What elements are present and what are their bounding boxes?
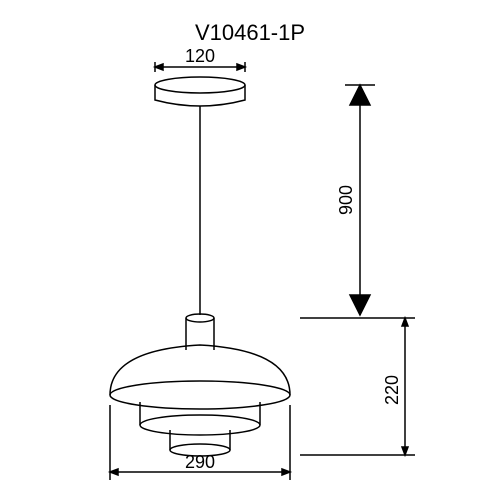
- product-title: V10461-1P: [0, 20, 500, 46]
- dim-cord-length: 900: [336, 85, 375, 315]
- dim-canopy-width: 120: [155, 46, 245, 72]
- technical-drawing: 120: [0, 0, 500, 500]
- canopy: [155, 77, 245, 106]
- dim-cord-length-label: 900: [336, 185, 356, 215]
- dim-shade-width-label: 290: [185, 452, 215, 472]
- dim-canopy-width-label: 120: [185, 46, 215, 66]
- shade-top: [110, 345, 290, 409]
- dim-shade-width: 290: [110, 405, 290, 480]
- dim-shade-height: 220: [300, 318, 415, 455]
- dim-shade-height-label: 220: [382, 375, 402, 405]
